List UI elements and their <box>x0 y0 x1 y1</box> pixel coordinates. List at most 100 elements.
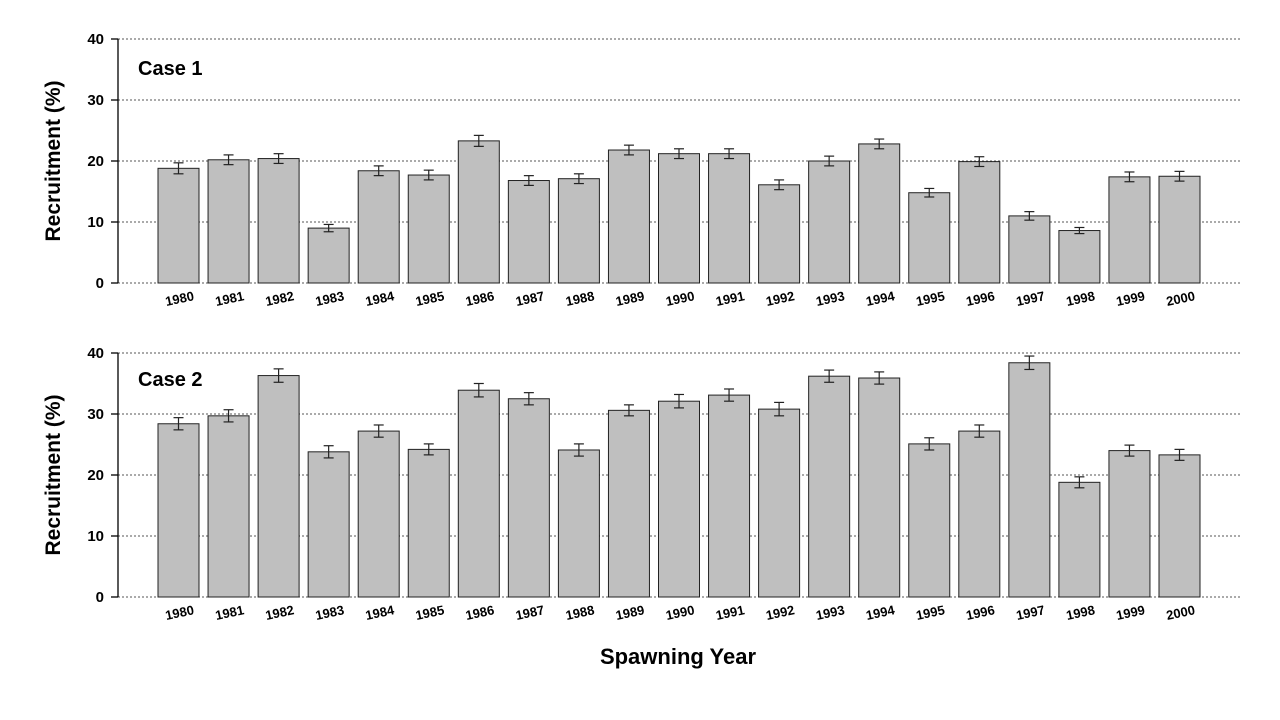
x-tick-label-1994: 1994 <box>865 288 897 309</box>
x-tick-label-1985: 1985 <box>414 602 445 623</box>
x-axis-label: Spawning Year <box>600 644 757 669</box>
x-tick-label-2000: 2000 <box>1165 602 1196 623</box>
y-tick-label: 10 <box>87 528 104 545</box>
y-axis-label-case-1: Recruitment (%) <box>42 80 65 241</box>
error-bar-1998 <box>1074 476 1085 489</box>
bar-1988 <box>557 449 600 598</box>
error-bar-1988 <box>573 173 584 185</box>
error-bar-1993 <box>824 155 835 167</box>
bar-1997 <box>1008 362 1051 598</box>
x-tick-label-1994: 1994 <box>865 602 897 623</box>
x-tick-label-1997: 1997 <box>1015 288 1046 309</box>
x-tick-label-1990: 1990 <box>664 602 695 623</box>
error-bar-1981 <box>223 409 234 423</box>
x-tick-label-1980: 1980 <box>164 602 195 623</box>
x-tick-label-1992: 1992 <box>764 288 795 309</box>
x-tick-label-1982: 1982 <box>264 288 295 309</box>
x-tick-label-1981: 1981 <box>214 602 245 623</box>
error-bar-1984 <box>373 424 384 438</box>
bar-1986 <box>457 140 500 284</box>
y-tick-label: 30 <box>87 406 104 423</box>
panel-case-2: Case 2 Recruitment (%) 0 10 20 30 40 1980 1981… <box>42 345 1240 623</box>
bar-1985 <box>407 174 450 284</box>
x-tick-label-1982: 1982 <box>264 602 295 623</box>
error-bar-1981 <box>223 154 234 166</box>
bar-1994 <box>858 377 901 598</box>
bar-1986 <box>457 389 500 598</box>
error-bar-1992 <box>774 401 785 417</box>
y-axis-label-case-2: Recruitment (%) <box>42 394 65 555</box>
x-tick-label-2000: 2000 <box>1165 288 1196 309</box>
y-tick-label: 0 <box>96 589 104 606</box>
bar-2000 <box>1158 175 1201 284</box>
x-tick-label-1985: 1985 <box>414 288 445 309</box>
bar-1983 <box>307 451 350 598</box>
error-bar-1994 <box>874 138 885 150</box>
error-bar-1995 <box>924 437 935 451</box>
bar-1987 <box>507 180 550 284</box>
error-bar-1996 <box>974 424 985 438</box>
x-tick-label-1990: 1990 <box>664 288 695 309</box>
bar-1984 <box>357 430 400 598</box>
bar-1990 <box>658 400 700 598</box>
x-tick-label-1986: 1986 <box>464 602 495 623</box>
x-tick-label-1989: 1989 <box>614 288 645 309</box>
error-bar-1987 <box>523 392 534 406</box>
y-tick-label: 40 <box>87 345 104 362</box>
x-tick-label-1980: 1980 <box>164 288 195 309</box>
error-bar-1989 <box>623 404 634 417</box>
bar-1989 <box>607 149 650 284</box>
error-bar-1983 <box>323 223 334 233</box>
bar-1982 <box>257 375 300 598</box>
error-bar-1991 <box>724 388 735 402</box>
x-tick-label-1986: 1986 <box>464 288 495 309</box>
bar-1980 <box>157 423 200 598</box>
error-bar-1986 <box>473 134 484 147</box>
x-tick-label-1999: 1999 <box>1115 602 1146 623</box>
error-bar-1985 <box>423 169 434 181</box>
x-tick-label-1996: 1996 <box>965 602 996 623</box>
error-bar-1989 <box>623 144 634 156</box>
bar-1998 <box>1058 481 1101 598</box>
y-tick-label: 40 <box>87 31 104 48</box>
x-tick-label-1993: 1993 <box>815 602 846 623</box>
x-tick-label-1983: 1983 <box>314 288 345 309</box>
x-tick-label-1998: 1998 <box>1065 602 1096 623</box>
x-tick-label-1988: 1988 <box>564 288 595 309</box>
bar-1988 <box>557 178 600 284</box>
y-tick-label: 10 <box>87 214 104 231</box>
bar-1985 <box>407 448 450 598</box>
bar-1997 <box>1008 215 1051 284</box>
bar-1981 <box>207 159 250 284</box>
error-bar-2000 <box>1174 448 1185 461</box>
error-bar-1990 <box>674 148 684 160</box>
y-tick-label: 30 <box>87 92 104 109</box>
panel-title-case-1: Case 1 <box>138 58 203 80</box>
bar-1991 <box>708 153 751 284</box>
bar-1999 <box>1108 176 1151 284</box>
error-bar-1999 <box>1124 171 1135 183</box>
bar-1993 <box>808 375 851 598</box>
x-tick-label-1991: 1991 <box>714 602 745 623</box>
error-bar-1988 <box>573 443 584 457</box>
bar-1981 <box>207 415 250 598</box>
bar-1987 <box>507 398 550 598</box>
x-tick-label-1988: 1988 <box>564 602 595 623</box>
error-bar-1980 <box>173 417 184 431</box>
bar-1993 <box>808 160 851 284</box>
x-tick-label-1983: 1983 <box>314 602 345 623</box>
x-tick-label-1996: 1996 <box>965 288 996 309</box>
x-tick-label-1993: 1993 <box>815 288 846 309</box>
error-bar-1984 <box>373 165 384 177</box>
x-tick-label-1984: 1984 <box>364 288 396 309</box>
x-tick-label-1987: 1987 <box>514 288 545 309</box>
y-tick-label: 0 <box>96 275 104 292</box>
x-tick-label-1998: 1998 <box>1065 288 1096 309</box>
y-tick-label: 20 <box>87 153 104 170</box>
bar-1989 <box>607 409 650 598</box>
error-bar-1985 <box>423 443 434 456</box>
error-bar-1980 <box>173 162 184 175</box>
error-bar-1983 <box>323 445 334 459</box>
error-bar-1992 <box>774 179 785 191</box>
